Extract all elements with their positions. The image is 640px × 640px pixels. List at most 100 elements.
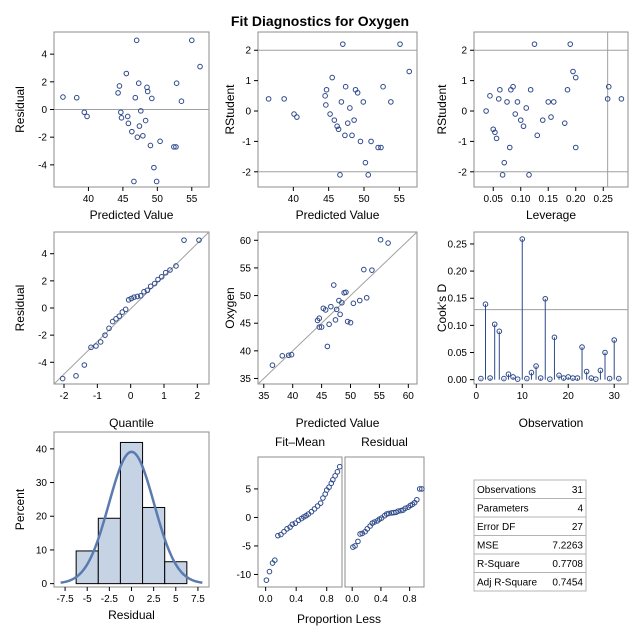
data-point <box>349 132 355 139</box>
data-point <box>196 237 202 243</box>
x-tick-label: 40 <box>83 194 95 205</box>
needle-point <box>542 295 549 302</box>
data-point <box>548 114 554 120</box>
data-point <box>416 486 423 492</box>
histogram-bar <box>164 561 188 585</box>
data-point <box>285 352 292 359</box>
resid-histogram-panel: -7.5 -5 -2.5 0 2.5 5 7.5 0 10 20 30 40 Residual Perce… <box>13 431 210 622</box>
y-tick-label: 45 <box>240 319 252 330</box>
data-point <box>157 138 163 145</box>
data-point <box>365 172 372 178</box>
resid-qq-panel: -2 -1 0 1 2 -4 -2 0 2 4 Quantile Residual <box>13 231 210 430</box>
data-point <box>375 144 381 151</box>
stat-label: Adj R-Square <box>477 578 537 589</box>
y-tick-label: -2 <box>38 331 47 342</box>
data-point <box>136 123 143 129</box>
data-point <box>406 68 413 75</box>
data-point <box>567 41 574 47</box>
data-point <box>278 531 284 538</box>
data-point <box>116 83 123 89</box>
needle-point <box>583 368 590 375</box>
x-tick-label: 50 <box>345 391 357 402</box>
data-point <box>323 102 329 108</box>
data-point <box>520 123 527 130</box>
stat-label: Parameters <box>477 504 529 515</box>
y-tick-label: 2 <box>245 46 251 57</box>
data-point <box>340 41 346 47</box>
y-tick-label: 0.05 <box>448 348 468 359</box>
y-tick-label: -1 <box>242 137 251 148</box>
data-point <box>97 339 104 345</box>
oxygen-vs-pred-panel: 35 40 45 50 55 60 35 40 45 50 55 60 Predicted Value O… <box>223 231 418 430</box>
x-tick-label: 40 <box>288 194 300 205</box>
data-point <box>123 70 130 77</box>
x-tick-label: -1 <box>93 391 102 402</box>
data-point <box>269 362 276 369</box>
data-point <box>122 306 129 313</box>
data-point <box>316 315 323 322</box>
needle-point <box>505 371 512 378</box>
data-point <box>487 93 493 99</box>
data-point <box>124 113 131 120</box>
y-tick-label: 0.20 <box>448 267 468 278</box>
data-point <box>323 86 330 93</box>
plot-frame <box>473 31 629 188</box>
data-point <box>336 463 343 470</box>
data-point <box>149 95 155 102</box>
data-point <box>550 99 557 105</box>
residual-spread-panel: 0.0 0.4 0.8 Residual <box>344 435 425 605</box>
data-point <box>113 316 119 322</box>
x-tick-label: -7.5 <box>56 594 74 605</box>
data-point <box>265 96 272 102</box>
data-point <box>308 508 315 515</box>
x-tick-label: 0.20 <box>566 194 586 205</box>
needle-point <box>510 374 516 380</box>
data-point <box>501 159 508 166</box>
y-axis-label: Residual <box>13 285 27 332</box>
data-point <box>158 273 165 280</box>
needle-point <box>514 376 521 382</box>
data-point <box>102 332 108 338</box>
data-point <box>153 178 160 185</box>
data-point <box>531 41 538 47</box>
data-point <box>378 144 384 151</box>
data-point <box>527 86 534 93</box>
data-point <box>618 96 625 102</box>
x-axis-label: Observation <box>519 416 584 430</box>
y-tick-label: 0.15 <box>448 294 468 305</box>
y-tick-label: 20 <box>36 512 48 523</box>
data-point <box>605 83 612 90</box>
needle-point <box>478 375 484 382</box>
data-point <box>526 172 532 178</box>
data-point <box>73 373 79 379</box>
data-point <box>167 267 173 273</box>
data-point <box>499 172 506 178</box>
data-point <box>362 159 369 166</box>
panel-subtitle: Fit–Mean <box>275 435 325 449</box>
data-point <box>334 123 340 130</box>
data-point <box>338 99 345 105</box>
y-tick-label: 2 <box>41 77 47 88</box>
data-point <box>334 469 341 475</box>
data-point <box>380 83 386 90</box>
data-point <box>512 111 519 117</box>
data-point <box>337 172 343 178</box>
data-point <box>314 503 321 509</box>
y-tick-label: 55 <box>240 263 252 274</box>
x-tick-label: 0.05 <box>484 194 504 205</box>
data-point <box>93 343 99 349</box>
data-point <box>327 111 333 117</box>
needle-point <box>482 301 489 308</box>
data-point <box>106 325 112 332</box>
data-point <box>364 526 371 532</box>
y-tick-label: 50 <box>240 291 252 302</box>
stat-label: R-Square <box>477 559 520 570</box>
data-point <box>155 276 161 283</box>
data-point <box>483 108 489 114</box>
needle-point <box>524 375 530 382</box>
data-point <box>116 313 123 319</box>
data-point <box>356 297 363 304</box>
x-axis-label: Predicted Value <box>296 208 380 222</box>
data-point <box>118 115 125 121</box>
